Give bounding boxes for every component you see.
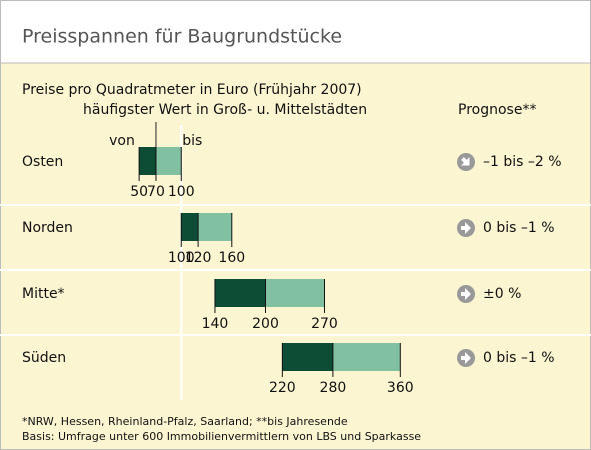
value-label: 140	[202, 316, 229, 332]
category-label: Osten	[22, 154, 63, 170]
forecast-arrow	[461, 352, 471, 364]
forecast-value: ±0 %	[483, 286, 521, 302]
value-label: 220	[269, 380, 296, 396]
value-label: 200	[252, 316, 279, 332]
bar-low	[139, 147, 156, 175]
value-label: 160	[218, 250, 245, 266]
category-label: Norden	[22, 220, 73, 236]
category-label: Mitte*	[22, 286, 65, 302]
bar-low	[214, 279, 266, 307]
bar-high	[198, 213, 232, 241]
bar-high	[332, 343, 401, 371]
value-label: 360	[387, 380, 414, 396]
value-label: 50	[130, 184, 148, 200]
forecast-arrow	[461, 157, 470, 166]
footnote: Basis: Umfrage unter 600 Immobilienvermi…	[22, 430, 421, 443]
value-label: 270	[311, 316, 338, 332]
low-label: von	[109, 133, 135, 149]
forecast-value: 0 bis –1 %	[483, 220, 555, 236]
chart-title: Preisspannen für Baugrundstücke	[22, 26, 342, 48]
value-label: 120	[185, 250, 212, 266]
value-label: 100	[168, 250, 195, 266]
forecast-arrow	[461, 222, 471, 234]
forecast-value: –1 bis –2 %	[483, 154, 562, 170]
value-label: 100	[168, 184, 195, 200]
mode-label: häufigster Wert in Groß- u. Mittelstädte…	[83, 102, 367, 118]
bar-high	[155, 147, 182, 175]
high-label: bis	[182, 133, 202, 149]
header	[0, 0, 591, 63]
forecast-label: Prognose**	[458, 102, 536, 118]
subtitle: Preise pro Quadratmeter in Euro (Frühjah…	[22, 82, 362, 98]
bar-low	[282, 343, 333, 371]
footnote: *NRW, Hessen, Rheinland-Pfalz, Saarland;…	[22, 415, 348, 428]
bar-low	[181, 213, 199, 241]
forecast-value: 0 bis –1 %	[483, 350, 555, 366]
forecast-arrow	[461, 288, 471, 300]
value-label: 70	[147, 184, 165, 200]
category-label: Süden	[22, 350, 66, 366]
bar-high	[265, 279, 325, 307]
value-label: 280	[320, 380, 347, 396]
